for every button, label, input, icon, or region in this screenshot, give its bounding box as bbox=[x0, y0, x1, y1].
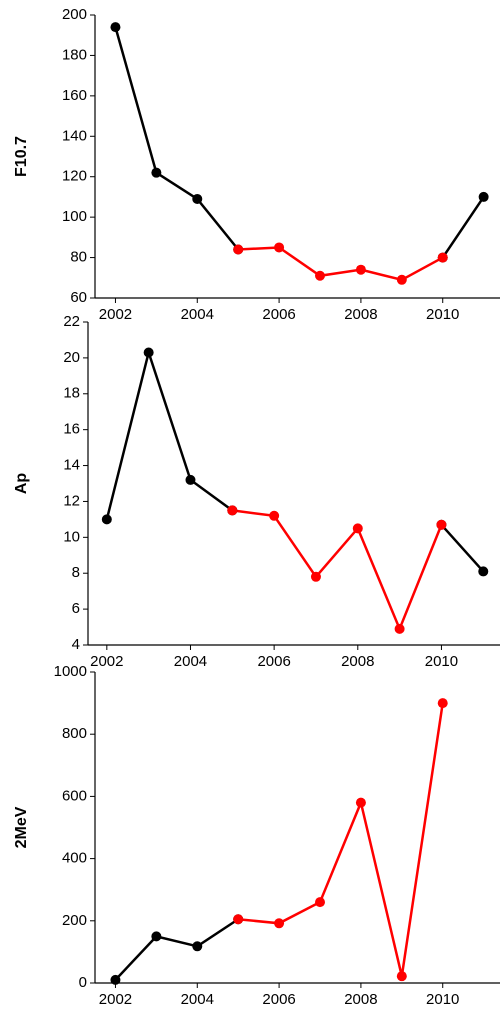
series-line bbox=[114, 918, 239, 981]
point bbox=[233, 244, 244, 255]
point bbox=[310, 571, 321, 582]
point bbox=[110, 22, 121, 33]
point bbox=[396, 274, 407, 285]
y-tick-label: 400 bbox=[62, 850, 87, 867]
y-tick-label: 12 bbox=[63, 492, 80, 509]
point bbox=[352, 523, 363, 534]
point bbox=[192, 193, 203, 204]
point bbox=[355, 797, 366, 808]
x-tick-label: 2010 bbox=[426, 991, 459, 1008]
y-tick-label: 100 bbox=[62, 208, 87, 225]
point bbox=[151, 931, 162, 942]
point bbox=[269, 510, 280, 521]
y-tick-label: 600 bbox=[62, 787, 87, 804]
point bbox=[436, 519, 447, 530]
x-tick-label: 2002 bbox=[99, 991, 132, 1008]
y-tick-label: 200 bbox=[62, 6, 87, 23]
point bbox=[394, 623, 405, 634]
x-tick-label: 2006 bbox=[257, 653, 290, 670]
point bbox=[437, 252, 448, 263]
y-tick-label: 160 bbox=[62, 87, 87, 104]
y-tick-label: 120 bbox=[62, 168, 87, 185]
y-axis-label: F10.7 bbox=[13, 136, 30, 177]
y-tick-label: 18 bbox=[63, 385, 80, 402]
y-axis-label: Ap bbox=[13, 473, 30, 495]
series-line bbox=[238, 246, 444, 282]
point bbox=[274, 242, 285, 253]
y-tick-label: 20 bbox=[63, 349, 80, 366]
y-tick-label: 0 bbox=[79, 974, 87, 991]
x-tick-label: 2008 bbox=[341, 653, 374, 670]
y-tick-label: 22 bbox=[63, 313, 80, 330]
x-tick-label: 2008 bbox=[344, 306, 377, 323]
y-tick-label: 1000 bbox=[54, 663, 87, 680]
y-axis-label: 2MeV bbox=[13, 806, 30, 848]
x-tick-label: 2006 bbox=[262, 991, 295, 1008]
point bbox=[233, 914, 244, 925]
point bbox=[437, 698, 448, 709]
y-tick-label: 8 bbox=[72, 564, 80, 581]
point bbox=[101, 514, 112, 525]
y-tick-label: 60 bbox=[70, 289, 87, 306]
x-tick-label: 2002 bbox=[90, 653, 123, 670]
y-tick-label: 10 bbox=[63, 528, 80, 545]
y-tick-label: 80 bbox=[70, 249, 87, 266]
series-line bbox=[238, 702, 444, 977]
x-tick-label: 2010 bbox=[426, 306, 459, 323]
point bbox=[227, 505, 238, 516]
x-tick-label: 2004 bbox=[181, 991, 214, 1008]
point bbox=[478, 566, 489, 577]
y-tick-label: 200 bbox=[62, 912, 87, 929]
series-line bbox=[114, 26, 485, 259]
point bbox=[151, 167, 162, 178]
y-tick-label: 180 bbox=[62, 46, 87, 63]
point bbox=[274, 918, 285, 929]
series-line bbox=[105, 348, 485, 573]
y-tick-label: 16 bbox=[63, 421, 80, 438]
y-tick-label: 800 bbox=[62, 725, 87, 742]
y-tick-label: 4 bbox=[72, 636, 80, 653]
series-line bbox=[232, 509, 443, 633]
point bbox=[315, 897, 325, 908]
x-tick-label: 2002 bbox=[99, 306, 132, 323]
x-tick-label: 2004 bbox=[181, 306, 214, 323]
point bbox=[355, 264, 366, 275]
y-tick-label: 6 bbox=[72, 600, 80, 617]
point bbox=[110, 974, 121, 985]
y-tick-label: 140 bbox=[62, 127, 87, 144]
x-tick-label: 2006 bbox=[262, 306, 295, 323]
x-tick-label: 2008 bbox=[344, 991, 377, 1008]
point bbox=[185, 474, 196, 485]
x-tick-label: 2004 bbox=[174, 653, 207, 670]
x-tick-label: 2010 bbox=[425, 653, 458, 670]
point bbox=[396, 971, 407, 982]
point bbox=[143, 347, 154, 358]
point bbox=[315, 270, 325, 281]
point bbox=[192, 941, 203, 952]
point bbox=[478, 191, 489, 202]
y-tick-label: 14 bbox=[63, 457, 80, 474]
